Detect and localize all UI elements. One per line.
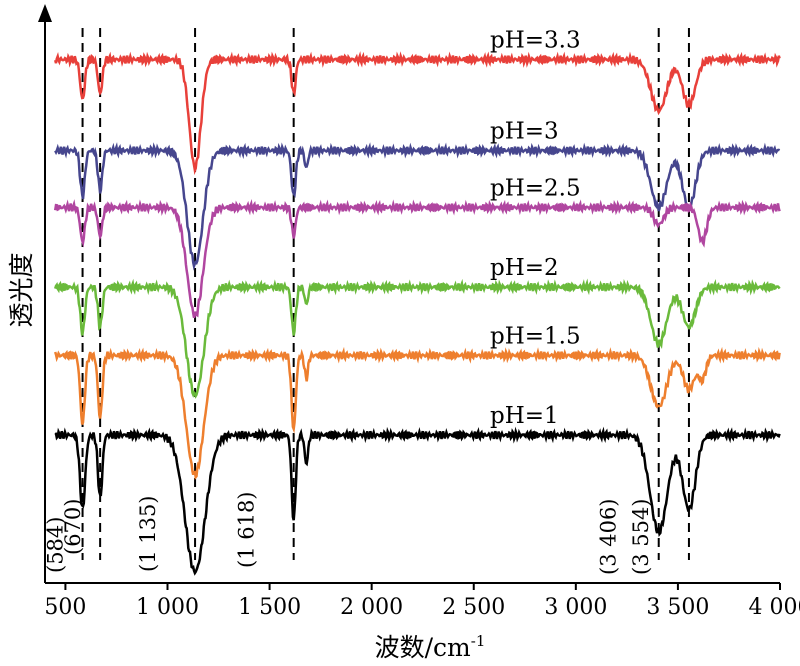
peak-annotation-1: (670)	[61, 499, 85, 555]
peak-annotation-3: (1 618)	[235, 491, 259, 568]
series-line-3	[54, 278, 781, 399]
series-label-1: pH=3	[490, 119, 559, 145]
x-axis-title-sup: -1	[471, 632, 486, 650]
peak-annotation-2: (1 135)	[136, 495, 160, 572]
series-lines	[53, 51, 781, 576]
y-axis-title: 透光度	[7, 252, 36, 327]
y-axis-arrow	[38, 4, 52, 22]
peak-annotation-0: (584)	[44, 517, 68, 573]
series-labels: pH=3.3 pH=3 pH=2.5 pH=2 pH=1.5 pH=1	[490, 28, 581, 430]
x-tick-label-7: 4 000	[749, 595, 800, 620]
series-label-3: pH=2	[490, 255, 559, 281]
x-tick-label-1: 1 000	[136, 595, 199, 620]
x-axis-title: 波数/cm-1	[375, 632, 486, 662]
series-label-2: pH=2.5	[490, 175, 581, 201]
x-tick-label-6: 3 500	[646, 595, 709, 620]
x-tick-label-3: 2 000	[340, 595, 403, 620]
series-line-0	[53, 51, 781, 176]
series-line-5	[54, 426, 781, 576]
x-tick-label-0: 500	[44, 595, 86, 620]
peak-annotations: (584)(670) (1 135) (1 618) (3 406) (3 554)	[44, 491, 653, 575]
series-line-2	[53, 198, 781, 319]
series-label-4: pH=1.5	[490, 323, 581, 349]
peak-annotation-5: (3 554)	[629, 498, 653, 575]
peak-annotation-4: (3 406)	[597, 498, 621, 575]
series-label-0: pH=3.3	[490, 28, 581, 54]
series-line-1	[54, 142, 781, 271]
x-axis-title-text: 波数/cm	[375, 633, 471, 662]
x-tick-label-5: 3 000	[544, 595, 607, 620]
series-label-5: pH=1	[490, 403, 559, 429]
x-tick-label-2: 1 500	[238, 595, 301, 620]
x-tick-label-4: 2 500	[442, 595, 505, 620]
x-ticks: 500 1 000 1 500 2 000 2 500 3 000 3 500 4 000	[44, 583, 800, 620]
series-line-4	[54, 346, 781, 480]
